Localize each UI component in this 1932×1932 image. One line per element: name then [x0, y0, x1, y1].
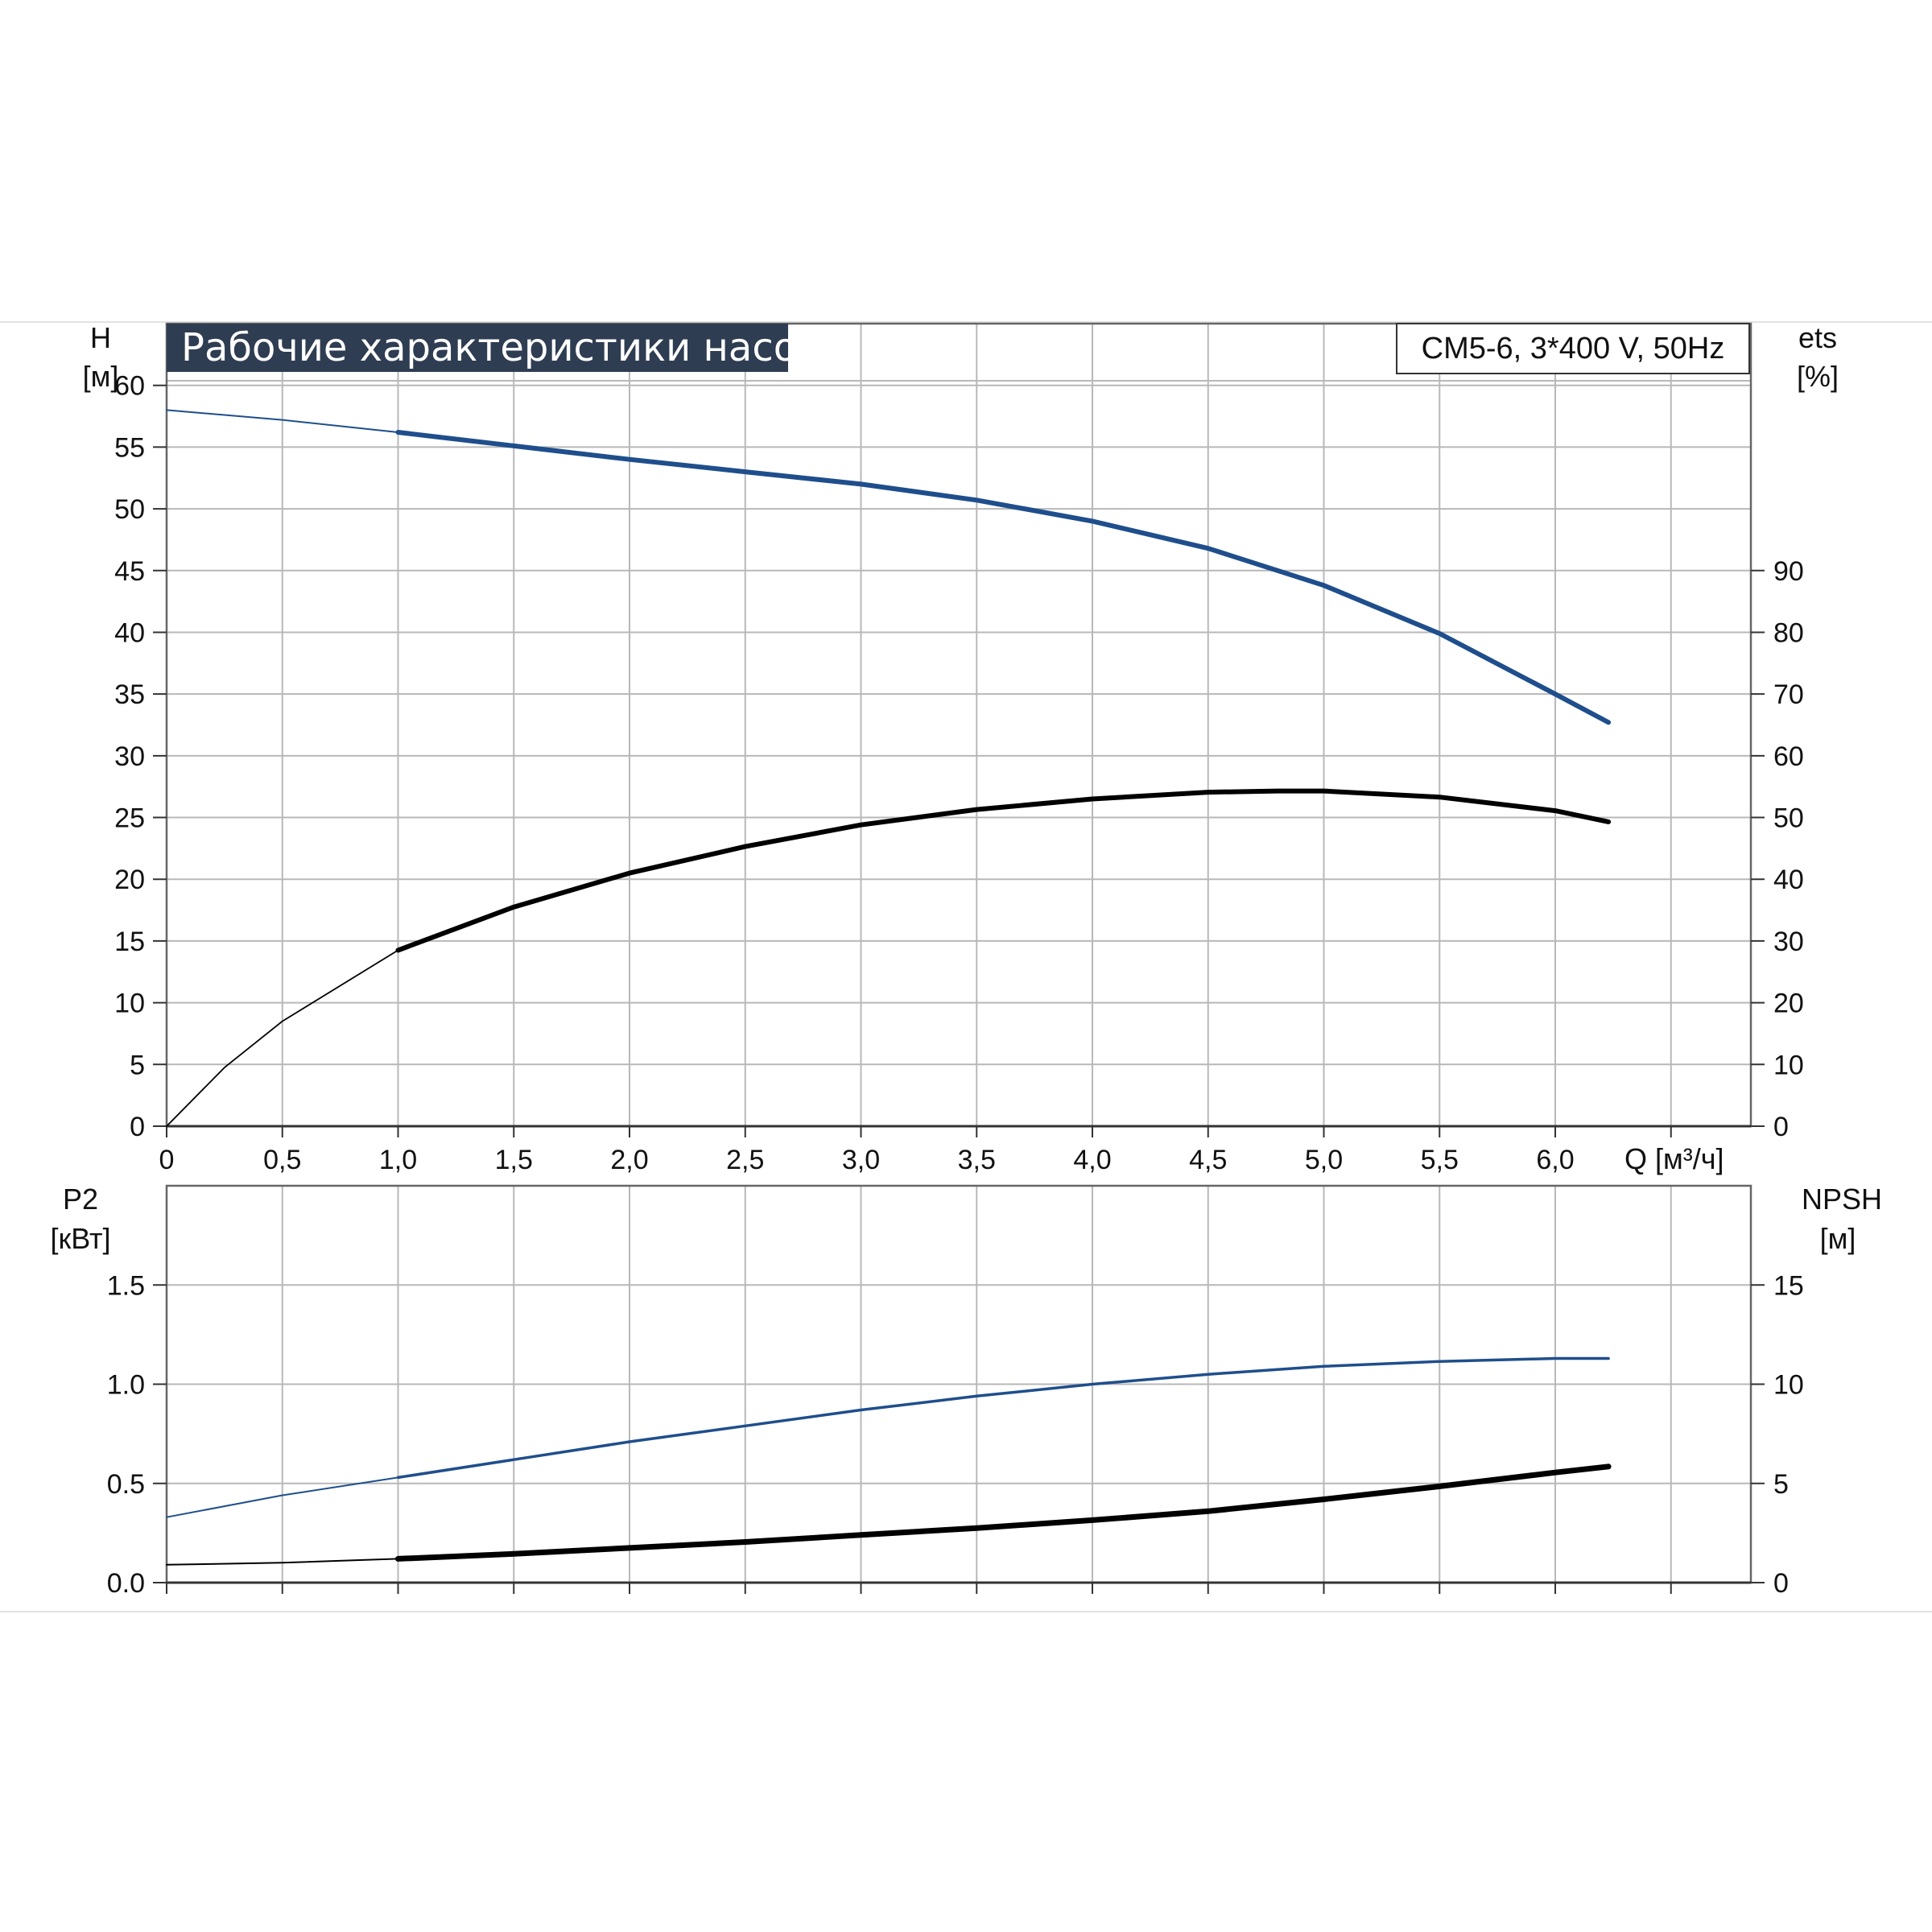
bottom-grid	[167, 1186, 1751, 1583]
y-left-tick-label: 25	[114, 803, 145, 834]
x-tick-label: 1,0	[379, 1145, 417, 1175]
y-right-unit-bottom: [м]	[1820, 1222, 1856, 1255]
y-right-tick-label: 10	[1773, 1050, 1804, 1080]
x-tick-label: 1,5	[495, 1145, 533, 1175]
top-series	[166, 409, 1612, 1127]
x-tick-label: 6,0	[1536, 1145, 1574, 1175]
y-left-tick-label: 0	[130, 1112, 145, 1142]
y-right-tick-label: 15	[1773, 1270, 1804, 1301]
x-tick-label: 0,5	[263, 1145, 301, 1175]
y-right-tick-label: 40	[1773, 865, 1804, 895]
bottom-tick-labels: 0.0 0.5 1.0 1.5 0 5 10 15	[107, 1270, 1804, 1599]
y-left-unit-top: [м]	[83, 360, 119, 393]
y-left-tick-label: 1.0	[107, 1370, 145, 1401]
y-right-tick-label: 10	[1773, 1370, 1804, 1401]
y-right-label-bottom: NPSH	[1802, 1183, 1882, 1216]
y-right-tick-label: 60	[1773, 741, 1804, 772]
y-right-tick-label: 80	[1773, 617, 1804, 648]
y-left-tick-label: 30	[114, 741, 145, 772]
x-tick-label: 5,0	[1305, 1145, 1343, 1175]
y-right-unit-top: [%]	[1797, 360, 1839, 393]
top-tick-labels: 0 5 10 15 20 25 30 35 40 45 50 55 60 0 10 20 30 40 50 60 70 8…	[114, 371, 1804, 1175]
x-tick-label: 5,5	[1421, 1145, 1459, 1175]
y-left-tick-label: 1.5	[107, 1270, 145, 1301]
y-left-tick-label: 5	[130, 1050, 145, 1080]
x-tick-label: 2,0	[610, 1145, 648, 1175]
y-left-tick-label: 15	[114, 927, 145, 957]
y-right-tick-label: 5	[1773, 1469, 1789, 1500]
y-right-label-top: ets	[1798, 321, 1837, 354]
x-tick-label: 3,5	[958, 1145, 996, 1175]
y-right-tick-label: 20	[1773, 989, 1804, 1019]
y-left-unit-bottom: [кВт]	[50, 1222, 110, 1255]
x-axis-label: Q [м³/ч]	[1624, 1142, 1724, 1175]
series-line-0-0	[395, 430, 1612, 725]
model-label: CM5-6, 3*400 V, 50Hz	[1422, 332, 1725, 365]
y-left-tick-label: 0.5	[107, 1469, 145, 1500]
x-tick-label: 4,5	[1189, 1145, 1227, 1175]
series-line-0-1-extension	[166, 906, 515, 1127]
y-left-label-bottom: P2	[63, 1183, 98, 1216]
series-line-0-1	[395, 788, 1612, 953]
y-left-label-top: H	[90, 321, 111, 354]
x-tick-label: 4,0	[1073, 1145, 1111, 1175]
x-tick-label: 2,5	[726, 1145, 764, 1175]
model-box	[1396, 323, 1750, 374]
top-grid	[167, 324, 1751, 1126]
y-left-tick-label: 50	[114, 494, 145, 525]
series-line-1-0	[396, 1356, 1610, 1480]
title-box	[167, 324, 788, 372]
y-right-tick-label: 50	[1773, 803, 1804, 834]
y-left-tick-label: 35	[114, 679, 145, 710]
y-right-tick-label: 0	[1773, 1112, 1789, 1142]
y-left-tick-label: 45	[114, 556, 145, 587]
x-tick-label: 0	[159, 1145, 175, 1175]
y-left-tick-label: 40	[114, 617, 145, 648]
y-right-tick-label: 30	[1773, 927, 1804, 957]
y-left-tick-label: 60	[114, 371, 145, 402]
top-plot-frame	[165, 322, 1752, 1128]
y-right-tick-label: 90	[1773, 556, 1804, 587]
series-line-1-1	[395, 1463, 1612, 1562]
y-right-tick-label: 70	[1773, 679, 1804, 710]
y-left-tick-label: 0.0	[107, 1568, 145, 1599]
y-left-tick-label: 10	[114, 989, 145, 1019]
y-left-tick-label: 20	[114, 865, 145, 895]
y-left-tick-label: 55	[114, 432, 145, 463]
y-right-tick-label: 0	[1773, 1568, 1789, 1599]
chart-title: Рабочие характеристики насоса	[181, 325, 842, 370]
bottom-series	[166, 1356, 1612, 1566]
x-tick-label: 3,0	[842, 1145, 880, 1175]
